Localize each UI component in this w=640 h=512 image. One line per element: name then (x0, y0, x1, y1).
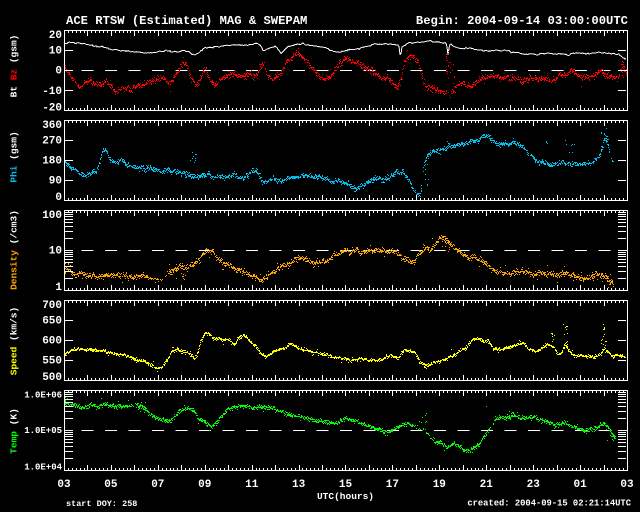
svg-text:ACE RTSW (Estimated) MAG & SWE: ACE RTSW (Estimated) MAG & SWEPAM (66, 14, 307, 28)
svg-text:100: 100 (42, 210, 62, 222)
svg-text:Bt Bz (gsm): Bt Bz (gsm) (9, 35, 20, 98)
svg-text:Density (/cm3): Density (/cm3) (9, 210, 20, 290)
svg-text:-10: -10 (42, 86, 62, 98)
svg-text:Begin: 2004-09-14 03:00:00UTC: Begin: 2004-09-14 03:00:00UTC (416, 14, 628, 28)
svg-text:550: 550 (42, 356, 62, 368)
svg-text:10: 10 (49, 246, 62, 258)
svg-text:21: 21 (480, 479, 494, 491)
svg-text:90: 90 (49, 176, 62, 188)
svg-text:600: 600 (42, 336, 62, 348)
svg-text:700: 700 (42, 300, 62, 312)
svg-text:11: 11 (245, 479, 259, 491)
svg-text:01: 01 (573, 479, 587, 491)
svg-text:360: 360 (42, 120, 62, 132)
svg-text:1.0E+05: 1.0E+05 (24, 426, 62, 436)
svg-text:0: 0 (55, 66, 62, 78)
svg-text:UTC(hours): UTC(hours) (317, 491, 374, 502)
svg-text:17: 17 (386, 479, 399, 491)
svg-text:180: 180 (42, 156, 62, 168)
svg-text:20: 20 (49, 30, 62, 42)
svg-text:15: 15 (339, 479, 353, 491)
svg-text:05: 05 (104, 479, 118, 491)
svg-text:500: 500 (42, 372, 62, 384)
svg-text:650: 650 (42, 316, 62, 328)
svg-text:0: 0 (55, 192, 62, 204)
svg-text:07: 07 (151, 479, 164, 491)
svg-text:created: 2004-09-15 02:21:14UT: created: 2004-09-15 02:21:14UTC (467, 499, 631, 509)
svg-text:19: 19 (433, 479, 446, 491)
svg-text:1.0E+04: 1.0E+04 (24, 463, 62, 473)
svg-text:03: 03 (57, 479, 71, 491)
svg-text:09: 09 (198, 479, 211, 491)
svg-text:start DOY: 258: start DOY: 258 (66, 499, 137, 509)
svg-text:Temp (K): Temp (K) (9, 408, 20, 454)
svg-text:Speed (km/s): Speed (km/s) (9, 307, 20, 375)
svg-text:13: 13 (292, 479, 306, 491)
svg-text:Phi (gsm): Phi (gsm) (9, 131, 20, 182)
svg-text:1: 1 (55, 282, 62, 294)
svg-text:10: 10 (49, 46, 62, 58)
svg-text:1.0E+06: 1.0E+06 (24, 391, 62, 401)
svg-text:270: 270 (42, 136, 62, 148)
svg-text:-20: -20 (42, 103, 62, 115)
svg-text:03: 03 (620, 479, 634, 491)
svg-text:23: 23 (527, 479, 541, 491)
